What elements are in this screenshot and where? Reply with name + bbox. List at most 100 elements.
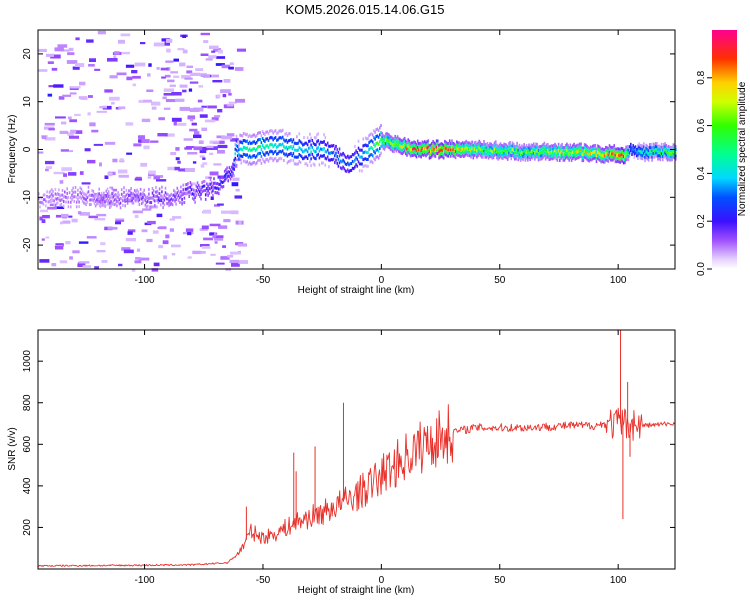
- spectrogram-ridge-cell: [136, 193, 138, 197]
- spectrogram-ridge-cell: [186, 183, 188, 186]
- spectrogram-ridge-cell: [445, 147, 447, 151]
- spectrogram-ridge-cell: [338, 161, 341, 165]
- spectrogram-ridge-cell: [657, 151, 659, 155]
- spectrogram-ridge-cell: [247, 142, 250, 145]
- spectrogram-ridge-cell: [206, 182, 208, 186]
- spectrogram-ridge-cell: [437, 139, 439, 143]
- spectrogram-ridge-cell: [305, 148, 308, 152]
- spectrogram-ridge-cell: [447, 154, 450, 158]
- spectrogram-ridge-cell: [235, 139, 238, 143]
- spectrogram-ridge-cell: [252, 161, 254, 165]
- spectrogram-ridge-cell: [567, 144, 569, 148]
- spectrogram-ridge-cell: [195, 189, 198, 193]
- spectrogram-ridge-cell: [325, 157, 328, 161]
- spectrogram-ridge-cell: [535, 152, 537, 156]
- spectrogram-ridge-cell: [390, 135, 393, 139]
- spectrogram-ridge-cell: [457, 150, 459, 154]
- spectrogram-ridge-cell: [497, 151, 499, 155]
- spectrogram-noise-cell: [67, 52, 75, 56]
- spectrogram-ridge-cell: [559, 159, 561, 162]
- spectrogram-ridge-cell: [67, 200, 70, 204]
- spectrogram-noise-cell: [140, 162, 148, 167]
- spectrogram-ridge-cell: [568, 152, 570, 156]
- spectrogram-ridge-cell: [551, 154, 554, 158]
- spectrogram-ridge-cell: [125, 188, 128, 192]
- spectrogram-noise-cell: [120, 33, 131, 37]
- spectrogram-ridge-cell: [241, 141, 244, 145]
- spectrogram-ridge-cell: [560, 144, 562, 148]
- spectrogram-ridge-cell: [517, 155, 520, 158]
- spectrogram-ridge-cell: [184, 183, 187, 187]
- spectrogram-noise-cell: [236, 48, 246, 52]
- spectrogram-noise-cell: [47, 206, 57, 210]
- spectrogram-ridge-cell: [624, 148, 626, 152]
- spectrogram-noise-cell: [81, 182, 91, 185]
- spectrogram-ridge-cell: [199, 194, 201, 198]
- spectrogram-ridge-cell: [113, 198, 116, 202]
- spectrogram-ridge-cell: [132, 192, 135, 196]
- spectrogram-ridge-cell: [363, 150, 366, 154]
- spectrogram-ridge-cell: [593, 150, 595, 154]
- spectrogram-ridge-cell: [577, 143, 580, 147]
- spectrogram-ridge-cell: [485, 152, 488, 156]
- spectrogram-ridge-cell: [286, 133, 289, 137]
- spectrogram-noise-cell: [89, 122, 96, 127]
- spectrogram-noise-cell: [188, 88, 193, 92]
- spectrogram-ridge-cell: [377, 149, 380, 153]
- spectrogram-ridge-cell: [416, 145, 419, 149]
- spectrogram-ridge-cell: [531, 156, 534, 160]
- spectrogram-ridge-cell: [129, 189, 131, 193]
- spectrogram-ridge-cell: [155, 186, 157, 189]
- spectrogram-ridge-cell: [390, 142, 393, 145]
- spectrogram-ridge-cell: [110, 200, 112, 203]
- spectrogram-ridge-cell: [416, 152, 419, 156]
- spectrogram-noise-cell: [101, 260, 108, 263]
- spectrogram-noise-cell: [156, 179, 167, 182]
- spectrogram-ridge-cell: [247, 155, 250, 159]
- spectrogram-ridge-cell: [297, 148, 299, 152]
- spectrogram-ridge-cell: [493, 150, 496, 154]
- spectrogram-ridge-cell: [215, 186, 218, 190]
- spectrogram-ridge-cell: [554, 145, 556, 149]
- spectrogram-ridge-cell: [316, 147, 318, 151]
- spectrogram-ridge-cell: [622, 158, 625, 162]
- spectrogram-ridge-cell: [454, 156, 457, 160]
- spectrogram-ridge-cell: [75, 205, 78, 209]
- spectrogram-ridge-cell: [479, 144, 482, 148]
- spectrogram-ridge-cell: [361, 155, 363, 159]
- spectrogram-noise-cell: [193, 146, 202, 151]
- spectrogram-ridge-cell: [311, 145, 314, 149]
- spectrogram-ridge-cell: [328, 158, 330, 162]
- spectrogram-ridge-cell: [496, 146, 498, 150]
- spectrogram-noise-cell: [72, 66, 80, 70]
- spectrogram-noise-cell: [226, 103, 234, 107]
- spectrogram-ridge-cell: [175, 202, 177, 206]
- spectrogram-ridge-cell: [408, 152, 411, 156]
- spectrogram-ridge-cell: [504, 143, 507, 146]
- spectrogram-ridge-cell: [126, 201, 129, 205]
- spectrogram-ridge-cell: [482, 155, 484, 159]
- spectrogram-ridge-cell: [370, 132, 373, 136]
- spectrogram-ridge-cell: [441, 152, 444, 156]
- spectrogram-ridge-cell: [254, 142, 257, 145]
- spectrogram-ridge-cell: [199, 190, 201, 194]
- spectrogram-ridge-cell: [459, 142, 462, 146]
- spectrogram-ridge-cell: [613, 144, 615, 148]
- spectrogram-ridge-cell: [321, 147, 323, 151]
- spectrogram-ridge-cell: [55, 197, 58, 201]
- spectrogram-ridge-cell: [129, 198, 131, 202]
- spectrogram-ridge-cell: [490, 155, 492, 159]
- spectrogram-ridge-cell: [582, 152, 585, 156]
- spectrogram-noise-cell: [102, 105, 112, 110]
- spectrogram-noise-cell: [66, 60, 78, 64]
- spectrogram-ridge-cell: [246, 146, 248, 150]
- spectrogram-ridge-cell: [90, 203, 92, 206]
- spectrogram-ridge-cell: [238, 143, 240, 147]
- spectrogram-ridge-cell: [109, 196, 111, 200]
- spectrogram-noise-cell: [218, 49, 223, 54]
- spectrogram-ridge-cell: [594, 144, 597, 147]
- spectrogram-ridge-cell: [671, 155, 673, 159]
- spectrogram-ridge-cell: [534, 148, 536, 152]
- spectrogram-ridge-cell: [650, 149, 652, 153]
- spectrogram-ridge-cell: [80, 192, 83, 196]
